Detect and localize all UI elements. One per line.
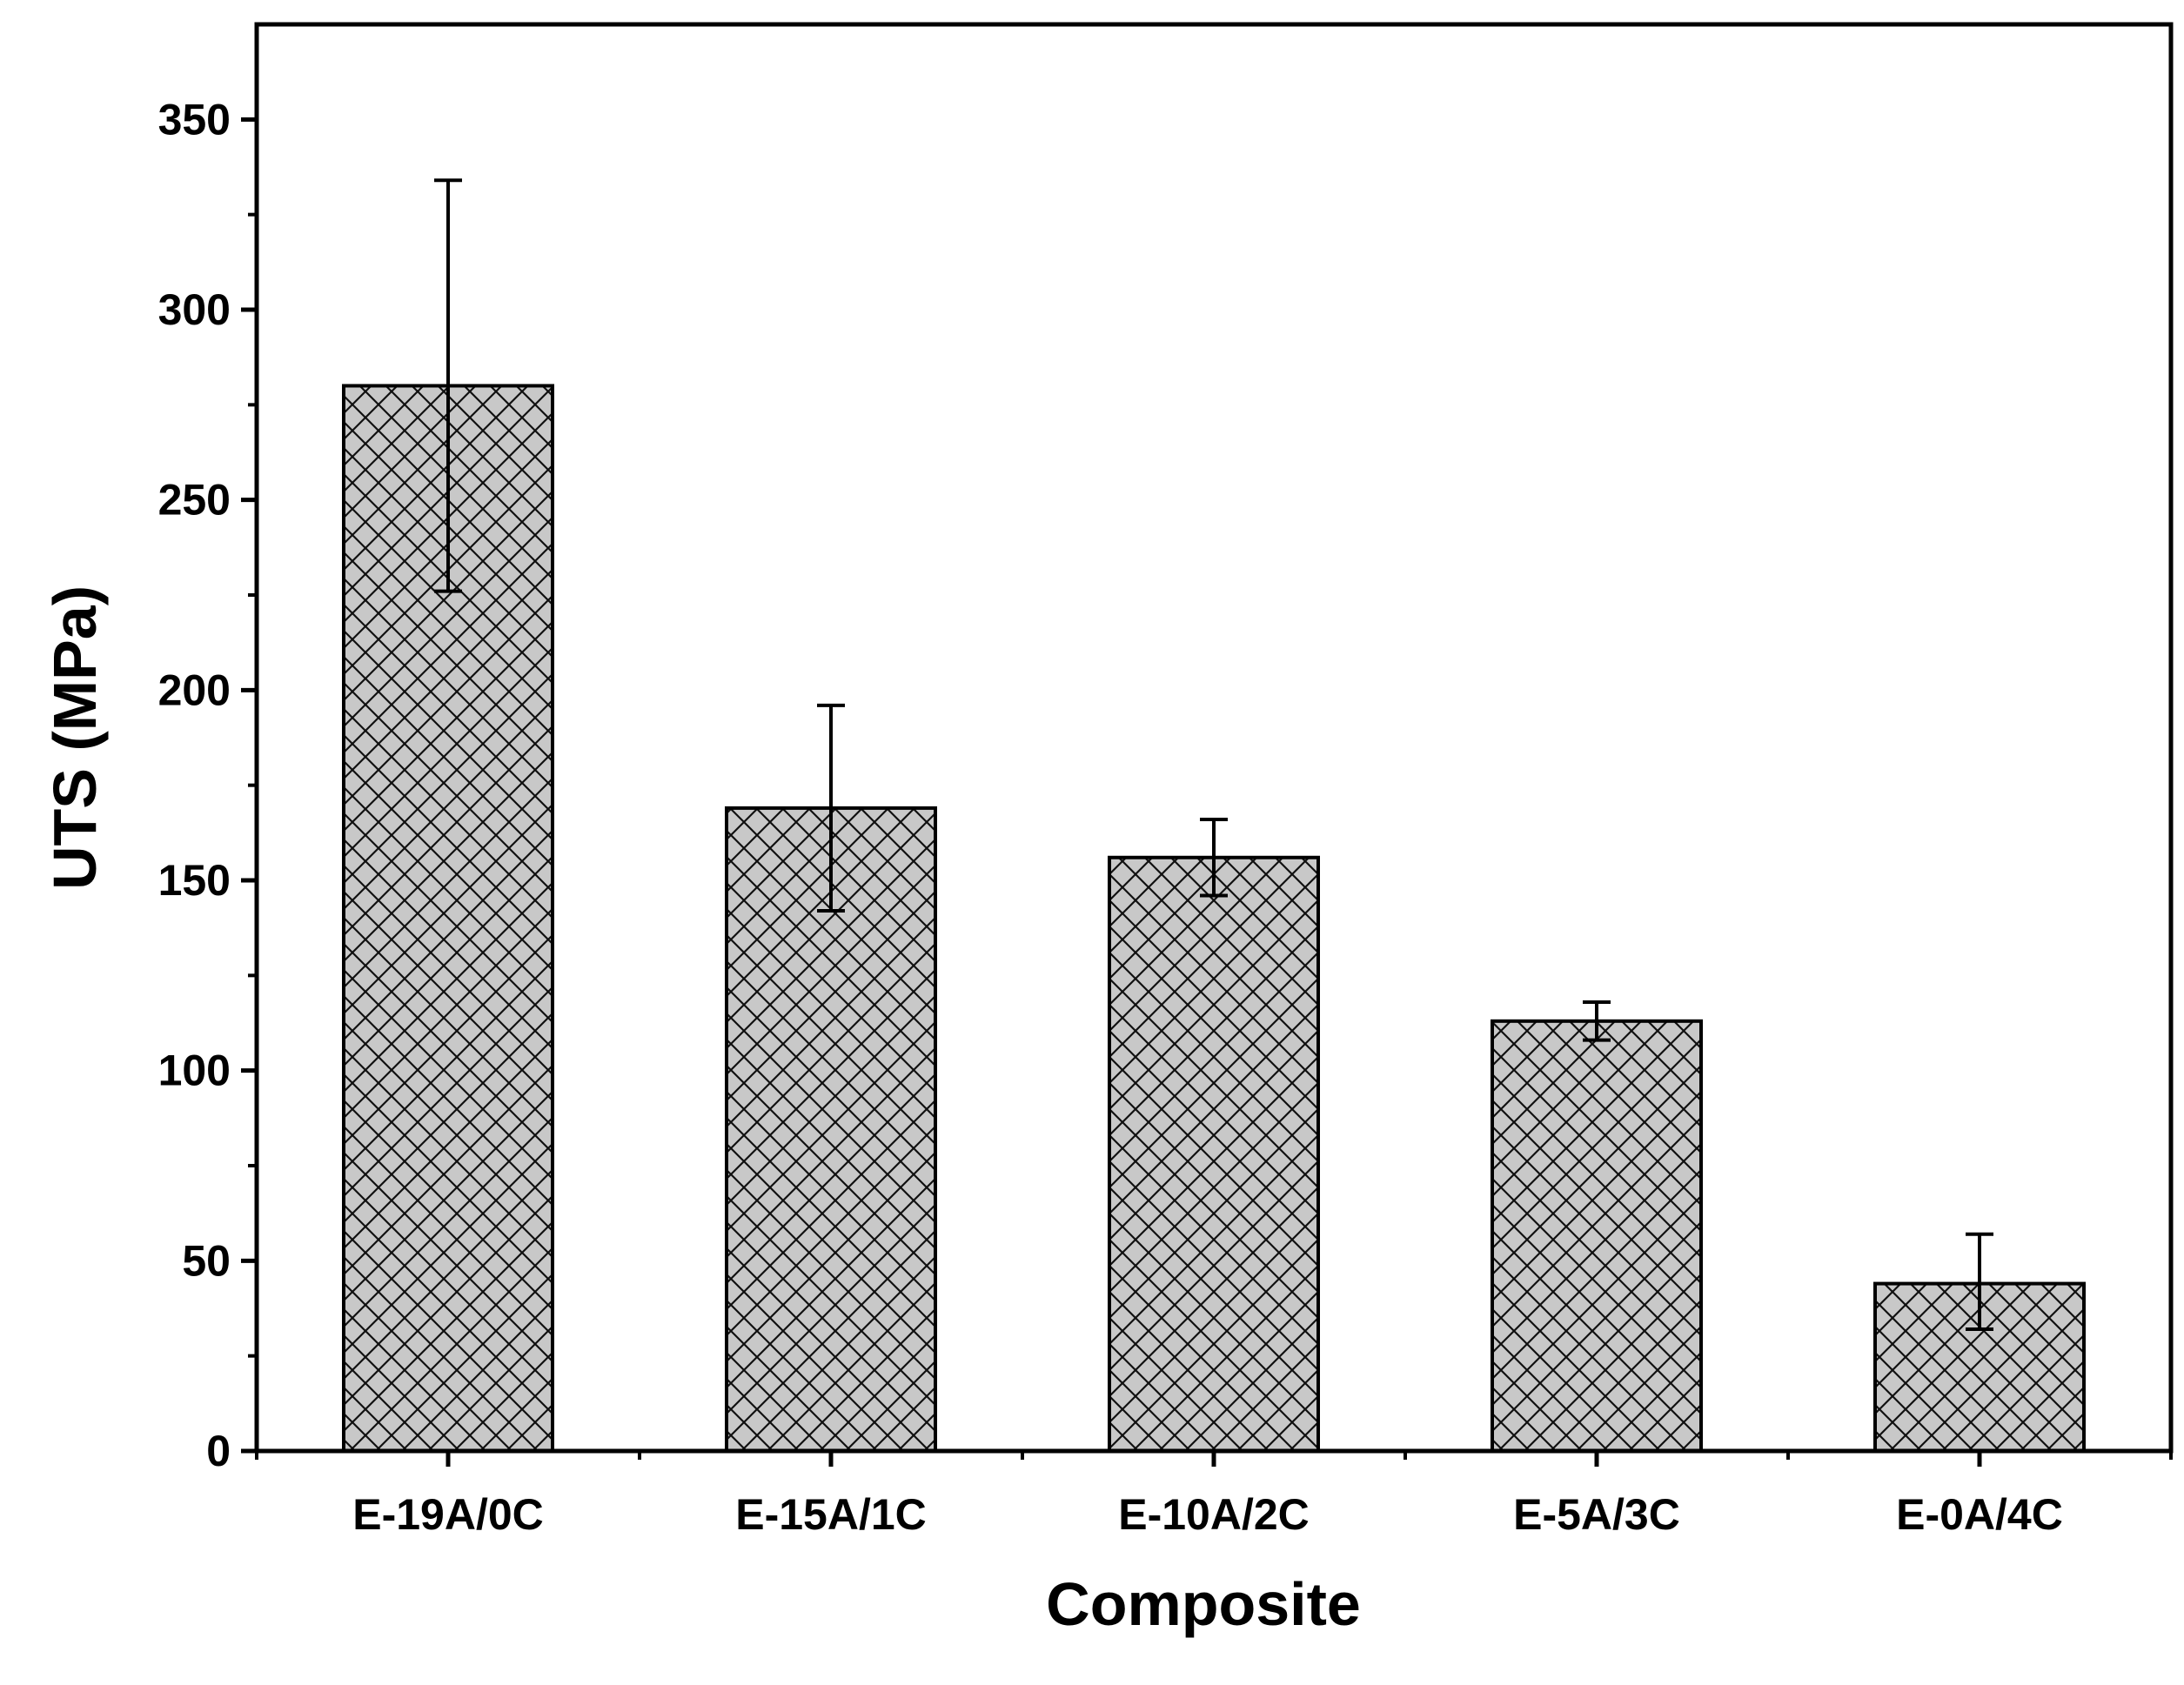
x-tick-label: E-19A/0C — [352, 1490, 544, 1539]
x-tick-label: E-10A/2C — [1118, 1490, 1310, 1539]
bar — [1108, 855, 1320, 1453]
error-bar — [1966, 1232, 1993, 1332]
y-tick-label: 350 — [158, 95, 231, 144]
error-bar — [817, 703, 845, 913]
y-tick-label: 100 — [158, 1046, 231, 1095]
error-bar — [1200, 818, 1228, 898]
bar — [1491, 1019, 1703, 1454]
x-tick-label: E-0A/4C — [1896, 1490, 2063, 1539]
x-tick-label: E-5A/3C — [1513, 1490, 1680, 1539]
y-tick-label: 50 — [182, 1236, 231, 1285]
y-tick-label: 300 — [158, 285, 231, 334]
error-bar — [1583, 1000, 1611, 1042]
plot-frame — [254, 22, 2174, 1454]
error-bar — [434, 178, 462, 593]
y-tick-label: 0 — [206, 1427, 231, 1475]
y-tick-label: 150 — [158, 856, 231, 905]
y-tick-label: 250 — [158, 476, 231, 525]
y-tick-label: 200 — [158, 665, 231, 714]
x-tick-label: E-15A/1C — [735, 1490, 927, 1539]
y-axis-title: UTS (MPa) — [41, 585, 109, 890]
x-axis-title: Composite — [1046, 1570, 1361, 1638]
